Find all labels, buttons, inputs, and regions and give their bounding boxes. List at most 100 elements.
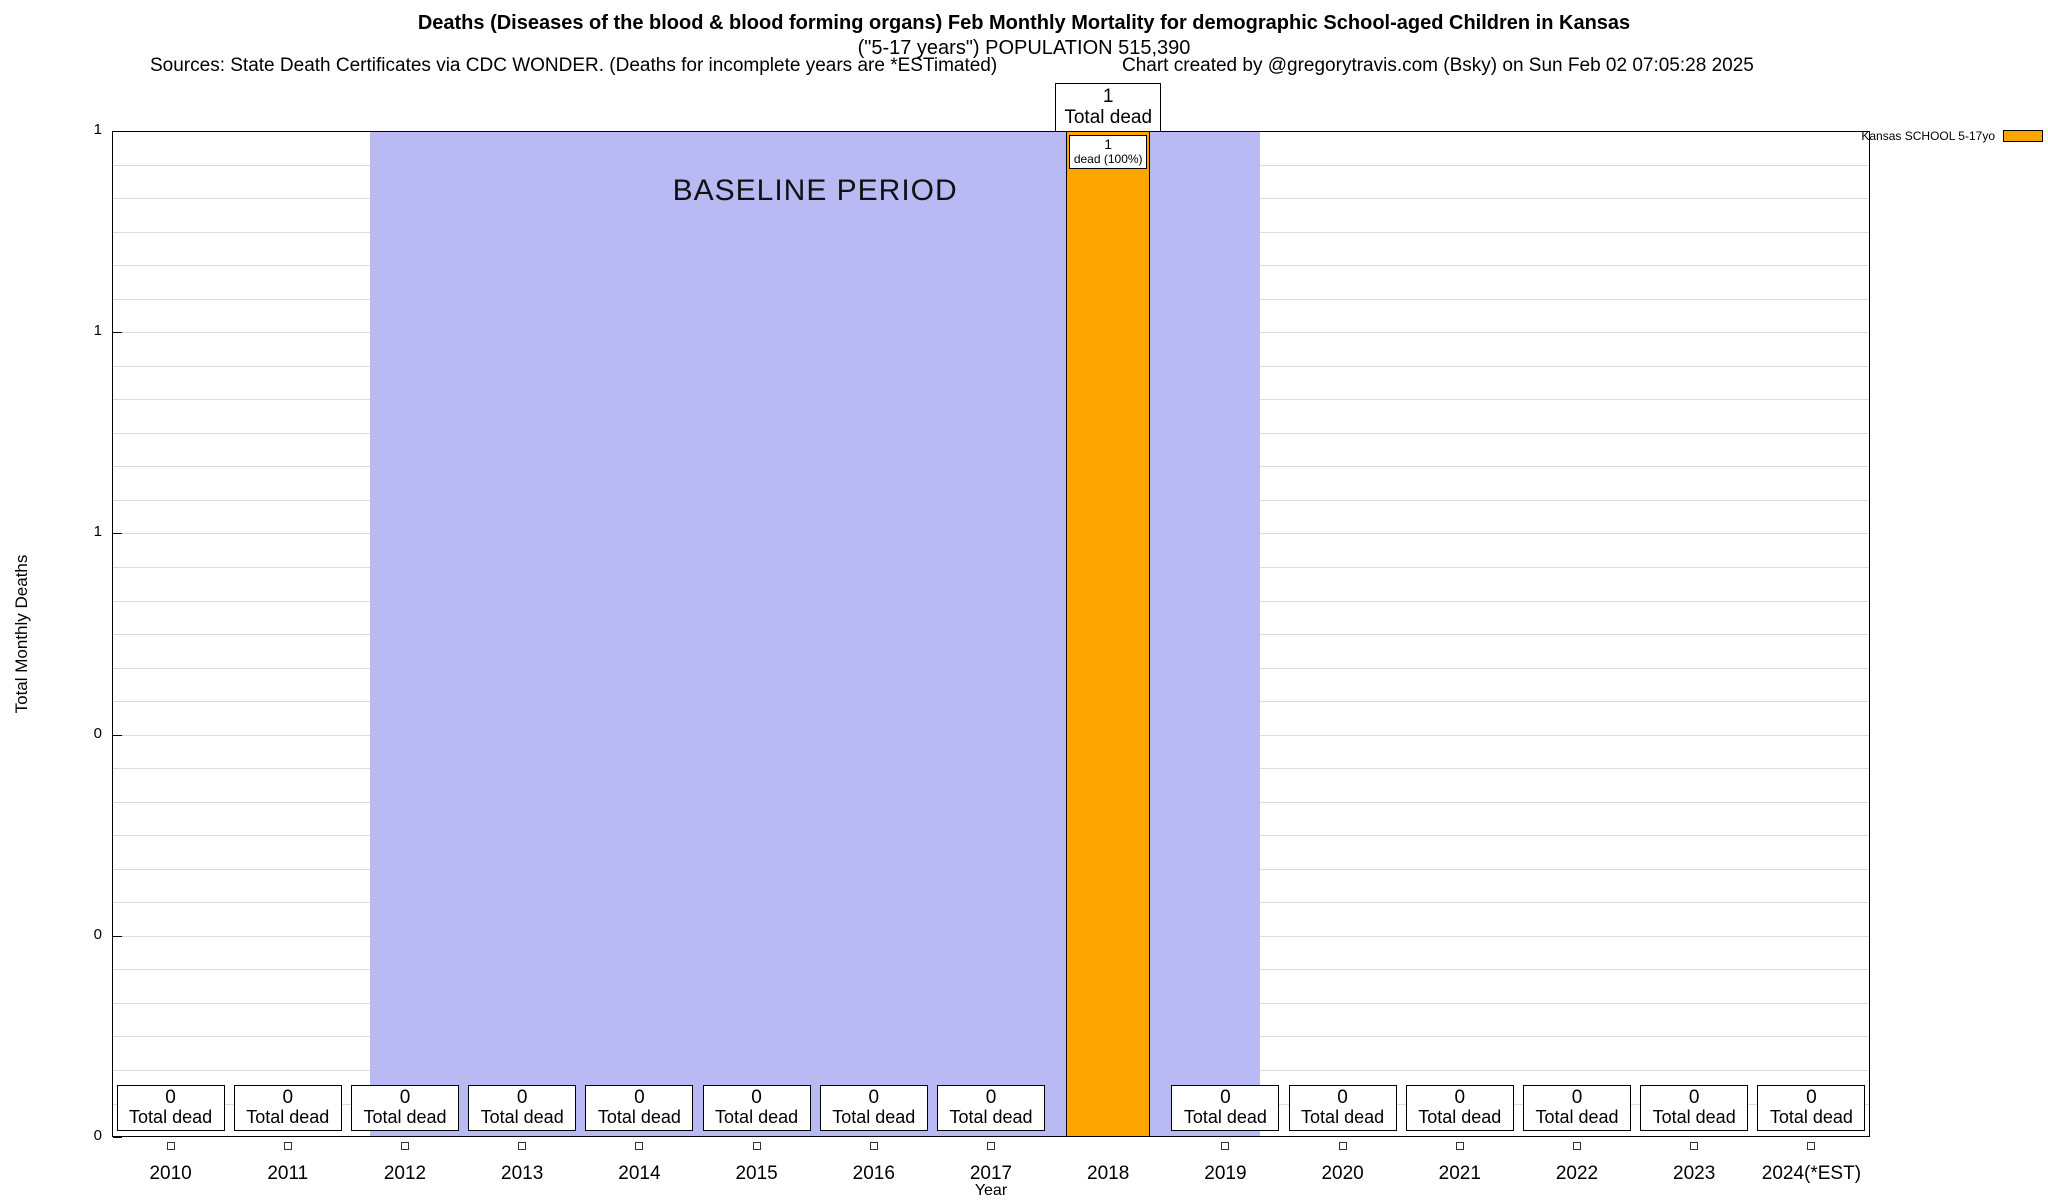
credit-note: Chart created by @gregorytravis.com (Bsk… — [1122, 55, 1754, 76]
zero-point-marker — [1573, 1142, 1581, 1150]
y-axis-tick-label: 1 — [93, 322, 102, 340]
y-axis-tickmark — [113, 1137, 122, 1138]
zero-total-annotation: 0 Total dead — [702, 1085, 811, 1131]
zero-total-annotation-value: 0 — [1454, 1087, 1466, 1108]
total-dead-annotation: 1 Total dead — [1055, 83, 1162, 132]
inbar-annotation-label: dead (100%) — [1073, 152, 1143, 166]
zero-total-annotation: 0 Total dead — [1757, 1085, 1866, 1131]
chart-subtitle: ("5-17 years") POPULATION 515,390 — [857, 37, 1191, 59]
zero-total-annotation-value: 0 — [282, 1087, 294, 1108]
baseline-period-label: BASELINE PERIOD — [672, 174, 958, 207]
y-axis-tick-label: 0 — [93, 1127, 102, 1144]
zero-total-annotation-label: Total dead — [480, 1107, 564, 1127]
legend-swatch — [2003, 130, 2043, 142]
zero-total-annotation-value: 0 — [399, 1087, 411, 1108]
y-axis-tick-label: 0 — [93, 925, 102, 943]
x-axis-label: 2020 — [1321, 1163, 1364, 1184]
zero-total-annotation-value: 0 — [985, 1087, 997, 1108]
x-axis-label: 2018 — [1087, 1163, 1130, 1184]
zero-total-annotation-label: Total dead — [1418, 1107, 1502, 1127]
zero-total-annotation-label: Total dead — [1535, 1107, 1619, 1127]
x-axis-label: 2015 — [735, 1163, 778, 1184]
x-axis-label: 2014 — [618, 1163, 661, 1184]
zero-total-annotation: 0 Total dead — [937, 1085, 1045, 1131]
x-axis-label: 2022 — [1555, 1163, 1599, 1184]
zero-total-annotation-value: 0 — [1571, 1087, 1583, 1108]
x-axis-title: Year — [974, 1182, 1008, 1199]
total-dead-annotation-value: 1 — [1102, 86, 1114, 107]
x-axis-label: 2024(*EST) — [1761, 1163, 1862, 1184]
zero-total-annotation-label: Total dead — [1769, 1107, 1853, 1127]
x-axis-label: 2010 — [149, 1163, 192, 1184]
zero-total-annotation-value: 0 — [1806, 1087, 1817, 1108]
sources-note: Sources: State Death Certificates via CD… — [150, 55, 998, 76]
zero-total-annotation: 0 Total dead — [1288, 1085, 1397, 1131]
x-axis-label: 2013 — [501, 1163, 544, 1184]
zero-point-marker — [1338, 1142, 1347, 1150]
x-axis-label: 2019 — [1204, 1163, 1247, 1184]
zero-total-annotation-label: Total dead — [363, 1107, 447, 1127]
zero-total-annotation: 0 Total dead — [1171, 1085, 1280, 1131]
legend-label: Kansas SCHOOL 5-17yo — [1861, 129, 1995, 143]
zero-total-annotation-value: 0 — [1337, 1087, 1348, 1108]
zero-total-annotation: 0 Total dead — [1523, 1085, 1631, 1131]
zero-total-annotation-label: Total dead — [1652, 1107, 1736, 1127]
zero-total-annotation: 0 Total dead — [819, 1085, 928, 1131]
y-axis-tick-label: 0 — [93, 724, 102, 742]
zero-total-annotation-label: Total dead — [949, 1107, 1033, 1127]
zero-point-marker — [869, 1142, 878, 1150]
y-axis-tick-label: 1 — [93, 523, 102, 541]
zero-point-marker — [283, 1142, 292, 1150]
zero-total-annotation-value: 0 — [1220, 1087, 1231, 1108]
zero-total-annotation-label: Total dead — [715, 1107, 799, 1127]
inbar-annotation: 1 dead (100%) — [1069, 135, 1148, 169]
zero-point-marker — [635, 1142, 644, 1150]
x-axis-label: 2023 — [1673, 1163, 1716, 1184]
zero-total-annotation: 0 Total dead — [585, 1085, 694, 1131]
zero-total-annotation: 0 Total dead — [1640, 1085, 1749, 1131]
x-axis-label: 2016 — [852, 1163, 895, 1184]
zero-point-marker — [752, 1142, 761, 1150]
x-axis-label: 2012 — [383, 1163, 427, 1184]
zero-total-annotation-value: 0 — [634, 1087, 645, 1108]
zero-total-annotation: 0 Total dead — [116, 1085, 225, 1131]
y-axis-tickmark — [113, 734, 122, 736]
x-axis-label: 2017 — [969, 1163, 1013, 1184]
zero-total-annotation-label: Total dead — [1183, 1107, 1267, 1127]
y-axis-tickmark — [113, 131, 122, 132]
zero-total-annotation-label: Total dead — [129, 1107, 213, 1127]
zero-total-annotation-label: Total dead — [832, 1107, 916, 1127]
data-bar — [1066, 131, 1151, 1137]
zero-total-annotation: 0 Total dead — [351, 1085, 459, 1131]
zero-point-marker — [987, 1142, 995, 1150]
zero-total-annotation: 0 Total dead — [1405, 1085, 1514, 1131]
zero-total-annotation-value: 0 — [165, 1087, 176, 1108]
y-axis-tickmark — [113, 332, 122, 334]
y-axis-tick-label: 1 — [93, 121, 102, 138]
inbar-annotation-value: 1 — [1104, 136, 1113, 152]
zero-point-marker — [401, 1142, 409, 1150]
zero-total-annotation-label: Total dead — [597, 1107, 681, 1127]
x-axis-label: 2011 — [267, 1163, 309, 1184]
zero-point-marker — [166, 1142, 175, 1150]
y-axis-tickmark — [113, 935, 122, 937]
zero-total-annotation-value: 0 — [868, 1087, 880, 1108]
zero-point-marker — [518, 1142, 527, 1150]
zero-total-annotation: 0 Total dead — [233, 1085, 342, 1131]
zero-total-annotation-value: 0 — [1688, 1087, 1700, 1108]
zero-total-annotation-value: 0 — [516, 1087, 528, 1108]
zero-total-annotation: 0 Total dead — [468, 1085, 577, 1131]
zero-total-annotation-value: 0 — [751, 1087, 762, 1108]
zero-point-marker — [1807, 1142, 1816, 1150]
total-dead-annotation-label: Total dead — [1064, 107, 1153, 128]
zero-point-marker — [1221, 1142, 1230, 1150]
zero-point-marker — [1690, 1142, 1699, 1150]
zero-total-annotation-label: Total dead — [1301, 1107, 1385, 1127]
chart-title: Deaths (Diseases of the blood & blood fo… — [417, 12, 1631, 34]
x-axis-label: 2021 — [1438, 1163, 1481, 1184]
legend: Kansas SCHOOL 5-17yo — [1861, 129, 2043, 143]
zero-point-marker — [1455, 1142, 1464, 1150]
y-axis-tickmark — [113, 533, 122, 535]
zero-total-annotation-label: Total dead — [246, 1107, 330, 1127]
